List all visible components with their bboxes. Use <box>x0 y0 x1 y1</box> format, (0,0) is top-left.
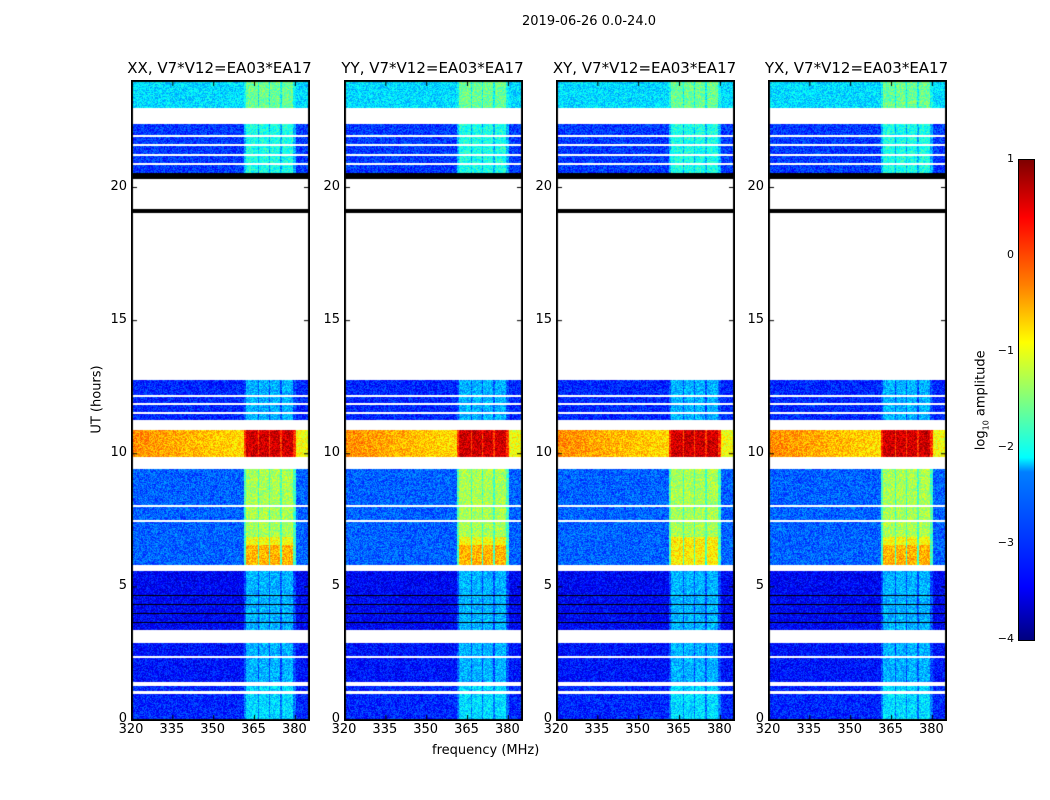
x-axis-label: frequency (MHz) <box>432 743 540 758</box>
y-tick-label: 20 <box>323 178 340 194</box>
heatmap-panel-3 <box>768 80 947 721</box>
x-tick-label: 335 <box>584 722 610 737</box>
heatmap-panel-1 <box>344 80 523 721</box>
y-tick-label: 0 <box>543 711 552 726</box>
y-tick-label: 10 <box>535 444 552 460</box>
x-tick-label: 380 <box>706 722 732 737</box>
y-tick-label: 0 <box>755 711 764 726</box>
colorbar-label-main: log <box>973 430 989 451</box>
panel-title: XX, V7*V12=EA03*EA17 <box>127 59 312 77</box>
x-tick-label: 320 <box>755 722 781 737</box>
x-tick-label: 350 <box>413 722 439 737</box>
y-tick-label: 5 <box>331 577 340 593</box>
y-tick-label: 15 <box>110 311 127 327</box>
x-tick-label: 350 <box>625 722 651 737</box>
x-tick-label: 320 <box>118 722 144 737</box>
y-tick-label: 0 <box>331 711 340 726</box>
colorbar-label: log10 amplitude <box>974 340 991 460</box>
colorbar-label-rest: amplitude <box>973 350 989 421</box>
x-tick-label: 335 <box>372 722 398 737</box>
x-tick-label: 350 <box>837 722 863 737</box>
y-tick-label: 15 <box>747 311 764 327</box>
x-tick-label: 365 <box>878 722 903 737</box>
colorbar <box>1018 159 1035 641</box>
x-tick-label: 365 <box>454 722 479 737</box>
panel-title: YY, V7*V12=EA03*EA17 <box>341 59 524 77</box>
y-tick-label: 0 <box>118 711 127 726</box>
colorbar-tick-label: −2 <box>997 440 1014 453</box>
x-tick-label: 350 <box>200 722 226 737</box>
x-tick-label: 320 <box>543 722 569 737</box>
y-tick-label: 10 <box>110 444 127 460</box>
y-tick-label: 10 <box>323 444 340 460</box>
x-tick-label: 380 <box>918 722 944 737</box>
colorbar-tick-label: −3 <box>997 536 1014 549</box>
colorbar-label-subscript: 10 <box>981 420 991 431</box>
x-tick-label: 365 <box>666 722 691 737</box>
y-tick-label: 20 <box>535 178 552 194</box>
y-tick-label: 5 <box>543 577 552 593</box>
x-tick-label: 320 <box>331 722 357 737</box>
y-tick-label: 15 <box>535 311 552 327</box>
x-tick-label: 380 <box>281 722 307 737</box>
colorbar-tick-label: 1 <box>1007 152 1014 165</box>
colorbar-tick-label: −4 <box>997 632 1014 645</box>
panel-title: YX, V7*V12=EA03*EA17 <box>764 59 949 77</box>
y-tick-label: 15 <box>323 311 340 327</box>
y-tick-label: 5 <box>118 577 127 593</box>
x-tick-label: 335 <box>796 722 822 737</box>
heatmap-panel-2 <box>556 80 735 721</box>
figure-title: 2019-06-26 0.0-24.0 <box>522 14 656 29</box>
x-tick-label: 380 <box>494 722 520 737</box>
y-tick-label: 5 <box>755 577 764 593</box>
y-axis-label: UT (hours) <box>89 365 105 434</box>
y-tick-label: 20 <box>110 178 127 194</box>
y-tick-label: 10 <box>747 444 764 460</box>
x-tick-label: 335 <box>159 722 185 737</box>
heatmap-panel-0 <box>131 80 310 721</box>
y-tick-label: 20 <box>747 178 764 194</box>
panel-title: XY, V7*V12=EA03*EA17 <box>552 59 737 77</box>
x-tick-label: 365 <box>241 722 266 737</box>
colorbar-tick-label: 0 <box>1007 248 1014 261</box>
colorbar-tick-label: −1 <box>997 344 1014 357</box>
